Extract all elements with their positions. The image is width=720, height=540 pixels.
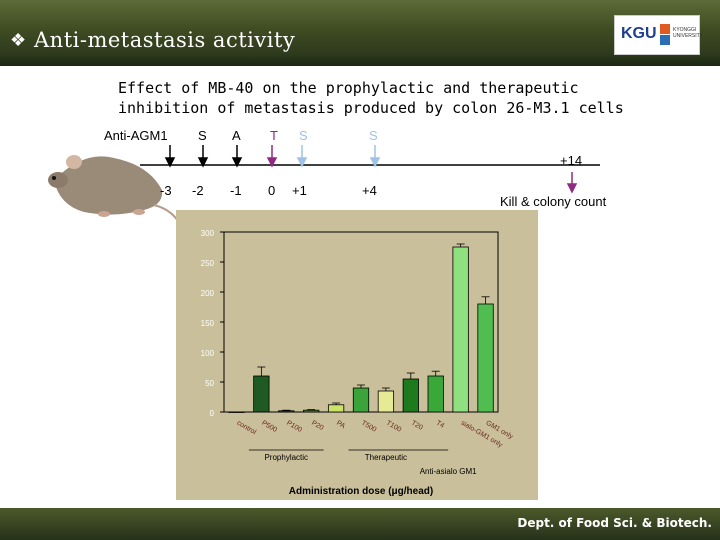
kill-colony-label: Kill & colony count: [500, 194, 607, 209]
bar: [327, 404, 345, 413]
subtitle-line1: Effect of MB-40 on the prophylactic and …: [118, 79, 579, 97]
day-label-p1: +1: [292, 183, 307, 198]
extra-label-asialo: Anti-asialo GM1: [420, 467, 477, 476]
timeline-arrows: [140, 145, 600, 194]
x-axis-label: Administration dose (μg/head): [289, 486, 433, 497]
header-bar: ❖ Anti-metastasis activity KGU KYONGGI UN…: [0, 0, 720, 66]
footer-text: Dept. of Food Sci. & Biotech.: [517, 516, 712, 530]
chart-panel: 0 50 100 150 200 250 300 control P500 P100 P20 PA T5…: [176, 210, 538, 500]
timeline-label-a: A: [232, 128, 241, 143]
timeline-label-s1: S: [198, 128, 207, 143]
y-tick-label: 150: [201, 319, 215, 328]
page-title: Anti-metastasis activity: [34, 28, 296, 52]
bar: [452, 246, 469, 413]
day-label-0: 0: [268, 183, 276, 198]
bar: [228, 411, 245, 413]
day-label-m3: -3: [160, 183, 172, 198]
logo-square-blue: [660, 35, 670, 45]
subtitle-line2: inhibition of metastasis produced by col…: [118, 99, 624, 117]
y-tick-label: 300: [201, 229, 215, 238]
x-tick-label: T20: [410, 420, 424, 432]
slide-subtitle: Effect of MB-40 on the prophylactic and …: [118, 78, 624, 118]
bar: [427, 375, 444, 413]
mouse-image: [48, 155, 183, 229]
x-tick-label: PA: [335, 420, 346, 431]
x-tick-label: control: [235, 420, 257, 437]
bar: [352, 387, 370, 413]
bullet-icon: ❖: [10, 30, 27, 50]
day-label-p4: +4: [362, 183, 377, 198]
bar: [303, 409, 320, 413]
bar: [278, 410, 295, 413]
logo-university-text: KYONGGI UNIVERSITY: [673, 27, 704, 39]
x-tick-label: T4: [435, 420, 446, 430]
bar: [477, 303, 494, 413]
bar-chart: 0 50 100 150 200 250 300 control P500 P100 P20 PA T5…: [201, 229, 515, 497]
timeline-label-s3: S: [369, 128, 378, 143]
y-tick-label: 50: [205, 379, 214, 388]
y-tick-label: 250: [201, 259, 215, 268]
header-stripe: [0, 54, 720, 66]
group-label-prophylactic: Prophylactic: [264, 453, 308, 462]
x-tick-label: P100: [285, 420, 303, 434]
logo-square-orange: [660, 24, 670, 34]
timeline-label-s2: S: [299, 128, 308, 143]
footer-bar: Dept. of Food Sci. & Biotech.: [0, 508, 720, 540]
x-tick-label: T500: [360, 420, 377, 434]
y-tick-label: 0: [210, 409, 215, 418]
bar: [402, 378, 419, 413]
day-label-m1: -1: [230, 183, 242, 198]
group-label-therapeutic: Therapeutic: [365, 453, 407, 462]
y-tick-label: 200: [201, 289, 215, 298]
logo-text: KGU: [621, 25, 657, 42]
bar: [377, 390, 395, 413]
x-tick-label: P20: [310, 420, 324, 432]
bar: [253, 375, 270, 413]
y-tick-label: 100: [201, 349, 215, 358]
x-tick-label: P500: [260, 420, 278, 434]
day-label-m2: -2: [192, 183, 204, 198]
timeline-label-t: T: [270, 128, 278, 143]
university-logo: KGU KYONGGI UNIVERSITY: [614, 15, 704, 55]
x-tick-label: T100: [385, 420, 402, 434]
timeline-label-anti-agm1: Anti-AGM1: [104, 128, 168, 143]
